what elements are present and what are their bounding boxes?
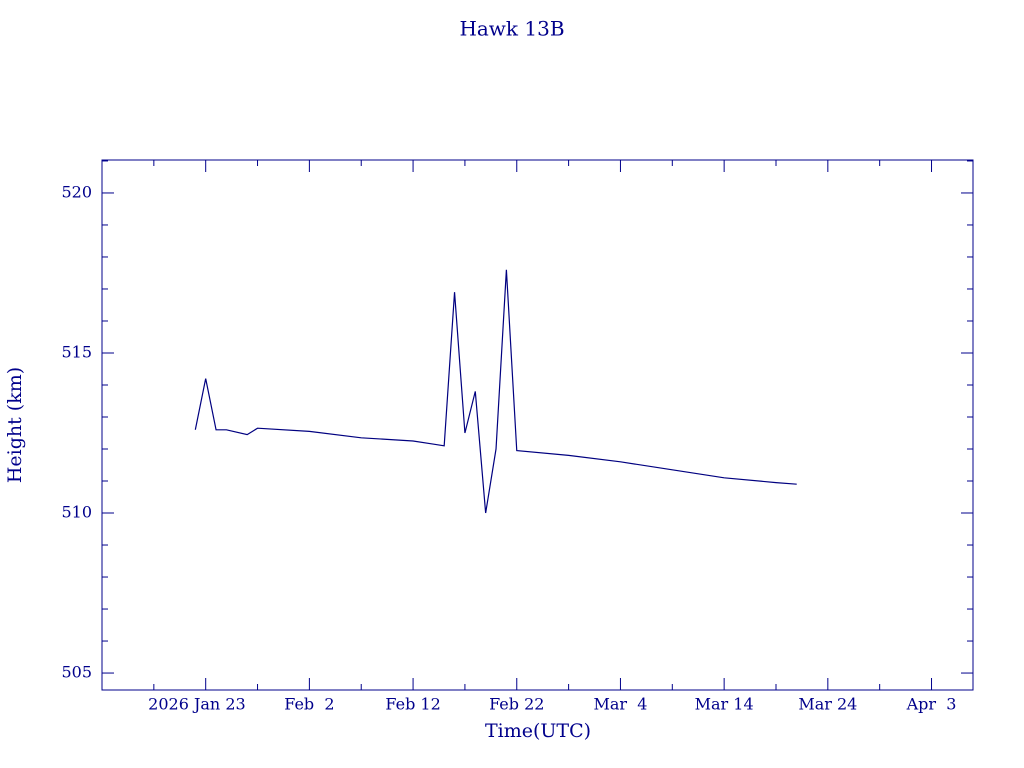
x-tick-label: Feb 12 (385, 695, 440, 714)
y-tick-label: 510 (61, 503, 92, 522)
x-tick-label: Apr 3 (906, 695, 957, 714)
x-axis-label: Time(UTC) (485, 720, 591, 742)
x-tick-label: 2026 Jan 23 (148, 695, 246, 714)
y-tick-label: 505 (61, 663, 92, 682)
y-tick-label: 520 (61, 182, 92, 201)
x-tick-label: Feb 2 (284, 695, 334, 714)
chart-title: Hawk 13B (459, 17, 564, 41)
y-tick-label: 515 (61, 342, 92, 361)
x-tick-label: Mar 4 (593, 695, 647, 714)
x-tick-label: Mar 14 (695, 695, 754, 714)
x-tick-label: Feb 22 (489, 695, 544, 714)
data-line (194, 269, 797, 514)
plot-frame (101, 159, 974, 691)
y-axis-label: Height (km) (4, 367, 26, 483)
x-tick-label: Mar 24 (798, 695, 857, 714)
